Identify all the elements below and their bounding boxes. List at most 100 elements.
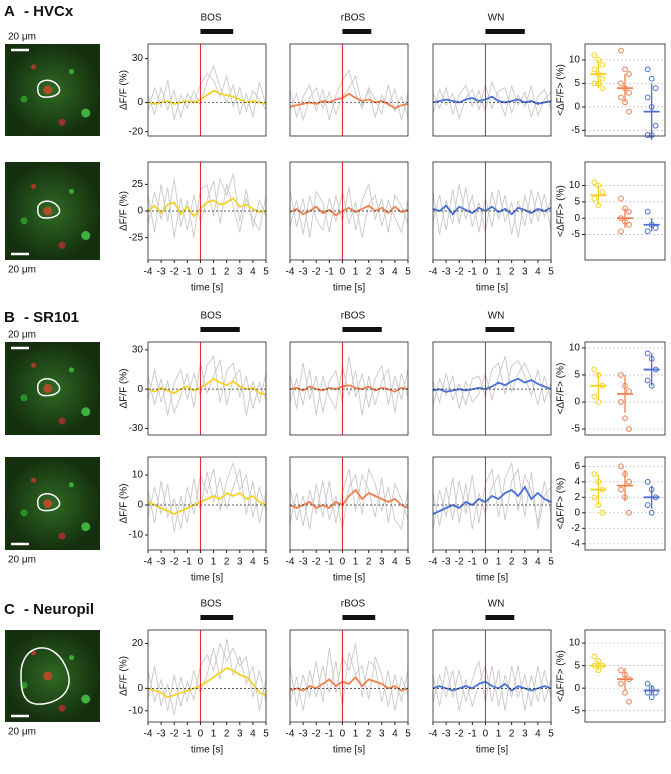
x-tick-label: -2: [170, 729, 179, 740]
x-tick-label: 4: [535, 267, 541, 278]
data-point: [626, 89, 632, 96]
frame: [584, 341, 666, 436]
y-tick-label: 0: [574, 397, 580, 408]
trace: [433, 680, 551, 692]
y-tick-label: 5: [574, 196, 580, 207]
plot-area: [433, 356, 551, 409]
x-tick-label: -2: [455, 729, 464, 740]
trace: [148, 181, 266, 238]
x-tick-label: 3: [522, 267, 528, 278]
x-tick-label: -4: [144, 729, 153, 740]
data-point: [622, 66, 628, 73]
data-point: [599, 61, 606, 68]
y-tick-label: 10: [569, 638, 581, 649]
trace: [290, 182, 408, 238]
x-tick-label: -1: [325, 267, 334, 278]
data-point: [626, 426, 632, 432]
roi-outline: [20, 647, 70, 705]
roi-outline: [37, 378, 61, 397]
x-tick-label: -1: [183, 557, 192, 568]
cell-blob: [31, 184, 36, 189]
data-point: [618, 680, 624, 687]
y-tick-label: 6: [574, 461, 580, 472]
trace: [148, 72, 266, 119]
x-tick-label: 3: [522, 557, 528, 568]
y-tick-label: 0: [137, 384, 143, 395]
cell-blob: [69, 188, 74, 194]
x-tick-label: -1: [183, 267, 192, 278]
data-point: [652, 85, 659, 92]
x-tick-label: 1: [496, 729, 502, 740]
trace: [433, 184, 551, 238]
stimulus-title: WN: [488, 311, 505, 322]
data-point: [644, 680, 651, 687]
x-tick-label: 1: [353, 557, 359, 568]
x-tick-label: -2: [170, 557, 179, 568]
y-tick-label: 5: [574, 78, 580, 89]
data-point: [644, 502, 651, 508]
cell-blob: [81, 231, 91, 240]
plot-area: [433, 659, 551, 711]
scale-label: 20 μm: [8, 330, 36, 341]
plot-area: [290, 467, 408, 531]
frame: [289, 629, 409, 723]
trace: [290, 92, 408, 110]
cell-blob: [58, 241, 66, 249]
y-tick-label: 5: [574, 660, 580, 671]
x-tick-label: 3: [237, 729, 243, 740]
x-tick-label: -3: [157, 267, 166, 278]
stimulus-title: BOS: [200, 13, 221, 24]
x-axis-label: time [s]: [476, 283, 508, 294]
roi-outline: [37, 79, 61, 98]
x-tick-label: 0: [340, 557, 346, 568]
trace: [290, 467, 408, 531]
data-point: [595, 399, 602, 405]
trace: [148, 89, 266, 105]
cell-blob: [81, 407, 91, 417]
scale-label: 20 μm: [8, 727, 36, 738]
x-tick-label: 1: [496, 557, 502, 568]
stimulus-bar: [200, 615, 234, 620]
y-tick-label: -5: [571, 125, 580, 136]
y-tick-label: -2: [571, 523, 580, 534]
stimulus-title: BOS: [200, 599, 221, 610]
data-point: [591, 471, 598, 477]
data-point: [648, 694, 655, 701]
x-tick-label: -2: [170, 267, 179, 278]
x-tick-label: 4: [392, 729, 398, 740]
x-tick-label: 0: [198, 729, 204, 740]
cell-blob: [58, 417, 66, 425]
stimulus-title: rBOS: [341, 311, 366, 322]
data-point: [622, 689, 628, 696]
data-point: [644, 132, 651, 138]
trace: [148, 461, 266, 530]
x-tick-label: -2: [312, 557, 321, 568]
trace: [433, 83, 551, 121]
data-point: [618, 195, 624, 202]
cell-blob: [20, 509, 28, 517]
x-tick-label: -1: [325, 729, 334, 740]
cell-blob: [20, 217, 28, 225]
cell-blob: [43, 499, 53, 508]
data-point: [591, 494, 598, 501]
x-tick-label: 5: [405, 557, 411, 568]
x-tick-label: -4: [429, 557, 438, 568]
x-axis-label: time [s]: [191, 283, 223, 294]
frame: [432, 629, 552, 723]
x-tick-label: -1: [183, 729, 192, 740]
data-point: [618, 47, 624, 54]
data-point: [618, 463, 624, 470]
trace: [433, 204, 551, 216]
cell-blob: [58, 118, 66, 126]
plot-area: [290, 643, 408, 711]
stimulus-bar: [485, 327, 515, 332]
cell-blob: [31, 64, 36, 70]
trace: [148, 358, 266, 416]
y-axis-label: <ΔF/F> (%): [556, 478, 567, 530]
trace: [433, 664, 551, 711]
trace: [433, 95, 551, 105]
x-tick-label: -3: [442, 557, 451, 568]
data-point: [644, 228, 651, 235]
x-tick-label: -4: [286, 267, 295, 278]
data-point: [644, 350, 651, 357]
